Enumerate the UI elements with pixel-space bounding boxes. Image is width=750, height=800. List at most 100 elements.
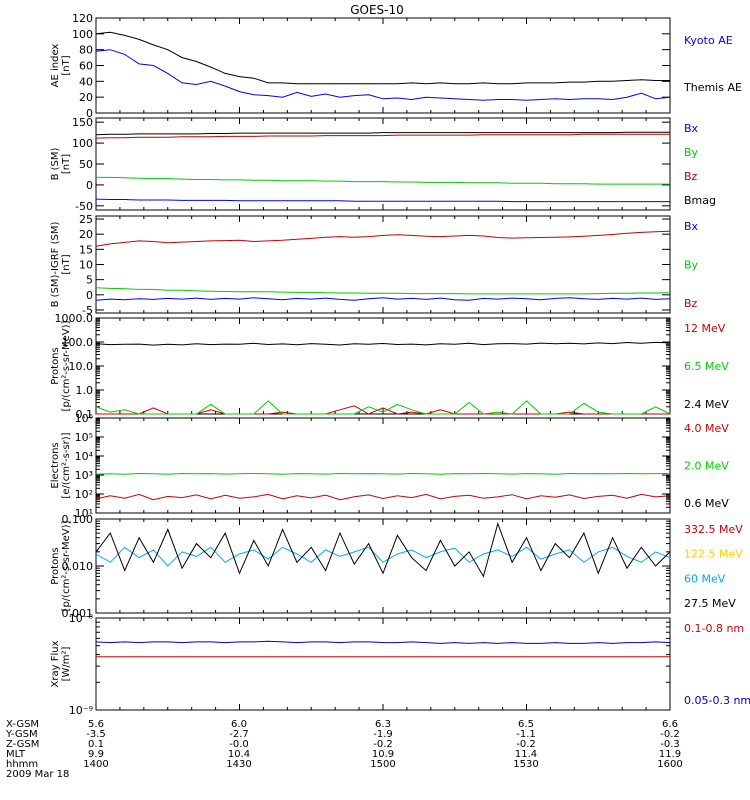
ephemeris-value: 6.0 [231,719,247,730]
ephemeris-value: 6.3 [375,719,391,730]
panel-xray: 10⁻⁹ 10⁻⁸ Xray Flux[W/m²] 0.1-0.8 nm 0.05-0.… [50,612,750,717]
legend-bx: Bx [684,122,699,135]
ephemeris-value: 11.4 [515,749,537,760]
legend-6-5-mev: 6.5 MeV [684,360,729,373]
y-tick-label: 10¹ [75,507,93,520]
ephemeris-value: -0.2 [373,739,393,750]
series-themis-ae [95,31,670,85]
panel-electrons: 10¹10²10³10⁴10⁵10⁶Electrons[e/(cm²-s-sr)… [50,412,729,520]
panel-db: -5 0 5 10 15 20 25 B (SM)-IGRF (SM)[nT] Bx By Bz [50,213,699,317]
y-tick-label: 5 [86,274,93,287]
ephemeris-value: 6.6 [662,719,678,730]
panel-frame [95,617,671,711]
y-tick-label: 10⁻⁹ [69,704,93,717]
panel-ae: 0 20 40 60 80 100 120 AE index[nT] Kyoto AE Themi… [50,12,742,120]
ephemeris-row-label: MLT [6,749,26,760]
legend-0-05-0-3-nm: 0.05-0.3 nm [684,694,750,707]
series-by [96,176,670,185]
y-tick-label: 40 [79,75,93,88]
legend-0-6-mev: 0.6 MeV [684,497,729,510]
series-bz [95,230,671,247]
legend-by: By [684,146,699,159]
legend-bmag: Bmag [684,194,716,207]
y-tick-label: 80 [79,44,93,57]
y-axis-label-line: B (SM) [50,147,61,180]
series-kyoto-ae [95,49,671,101]
series-bx [95,198,670,203]
ephemeris-value: 0.1 [88,739,104,750]
y-tick-label: 0.010 [62,560,94,573]
y-tick-label: 0 [86,289,93,302]
y-axis-label-line: [e/(cm²-s-sr)] [61,432,72,498]
y-tick-label: 0.1 [76,408,94,421]
legend-4-0-mev: 4.0 MeV [684,422,729,435]
legend-332-5-mev: 332.5 MeV [684,523,743,536]
legend-bx: Bx [684,220,699,233]
series-4-0-mev [95,493,671,501]
y-axis-label-line: [nT] [61,154,72,174]
ephemeris-value: -0.2 [516,739,536,750]
ephemeris-value: 9.9 [88,749,104,760]
y-tick-label: 15 [79,243,93,256]
y-tick-label: 60 [79,60,93,73]
y-axis-label: Electrons[e/(cm²-s-sr)] [50,432,72,498]
panel-protons: 0.11.010.0100.01000.0Protons[p/(cm²-s-sr… [50,312,729,421]
ephemeris-value: 1430 [226,759,251,770]
y-tick-label: 1000.0 [55,312,94,325]
y-axis-label: Protons[p/(cm²-s-sr-MeV)] [50,320,72,411]
y-tick-label: 10⁶ [75,412,94,425]
ephemeris-value: -2.7 [229,729,249,740]
y-axis-label-line: [p/(cm²-s-sr-MeV)] [61,520,72,611]
y-axis-label-line: Protons [50,547,61,584]
y-axis-label-line: [p/(cm²-s-sr-MeV)] [61,320,72,411]
ephemeris-value: 11.9 [659,749,681,760]
ephemeris-value: -0.2 [660,729,680,740]
y-tick-label: 100 [72,137,93,150]
y-tick-label: 10 [79,259,93,272]
series-by [95,287,671,295]
y-axis-label: B (SM)[nT] [50,147,72,180]
ephemeris-value: 10.9 [372,749,394,760]
y-axis-label-line: B (SM)-IGRF (SM) [50,222,61,308]
y-tick-label: 0 [86,179,93,192]
ephemeris-value: 1600 [657,759,682,770]
y-tick-label: 10.0 [69,360,94,373]
y-axis-label: AE index[nT] [50,44,72,88]
ephemeris-value: 10.4 [228,749,250,760]
y-axis-label: Protons[p/(cm²-s-sr-MeV)] [50,520,72,611]
legend-0-1-0-8-nm: 0.1-0.8 nm [684,622,744,635]
y-tick-label: -50 [75,200,93,213]
ephemeris-value: -0.0 [229,739,249,750]
ephemeris-value: 6.5 [518,719,534,730]
y-tick-label: 100.0 [62,336,94,349]
ephemeris-value: 1530 [513,759,538,770]
series-2-4-mev [95,341,671,346]
legend-122-5-mev: 122.5 MeV [684,548,743,561]
legend-by: By [684,259,699,272]
chart-title: GOES-10 [350,3,404,17]
legend-themis-ae: Themis AE [683,81,742,94]
y-tick-label: 0.100 [62,513,94,526]
y-tick-label: -5 [82,304,93,317]
series-6-5-mev [95,400,671,415]
ephemeris-value: 1500 [370,759,395,770]
ephemeris-row-label: hhmm [6,759,38,770]
series-2-0-mev [95,472,671,475]
legend-27-5-mev: 27.5 MeV [684,597,736,610]
panel-b: -50 0 50 100 150 B (SM)[nT] Bx By Bz Bmag [50,116,716,213]
y-tick-label: 50 [79,158,93,171]
y-axis-label-line: Protons [50,347,61,384]
series-0-05-0-3-nm [95,640,671,644]
legend-2-0-mev: 2.0 MeV [684,460,729,473]
y-tick-label: 10² [75,488,93,501]
series-27-5-mev [95,521,671,578]
ephemeris-value: 5.6 [88,719,104,730]
legend-12-mev: 12 MeV [684,322,726,335]
legend-bz: Bz [684,297,698,310]
y-tick-label: 100 [72,28,93,41]
ephemeris-row-label: Y-GSM [5,729,38,740]
ephemeris-value: -1.9 [373,729,393,740]
legend-2-4-mev: 2.4 MeV [684,398,729,411]
